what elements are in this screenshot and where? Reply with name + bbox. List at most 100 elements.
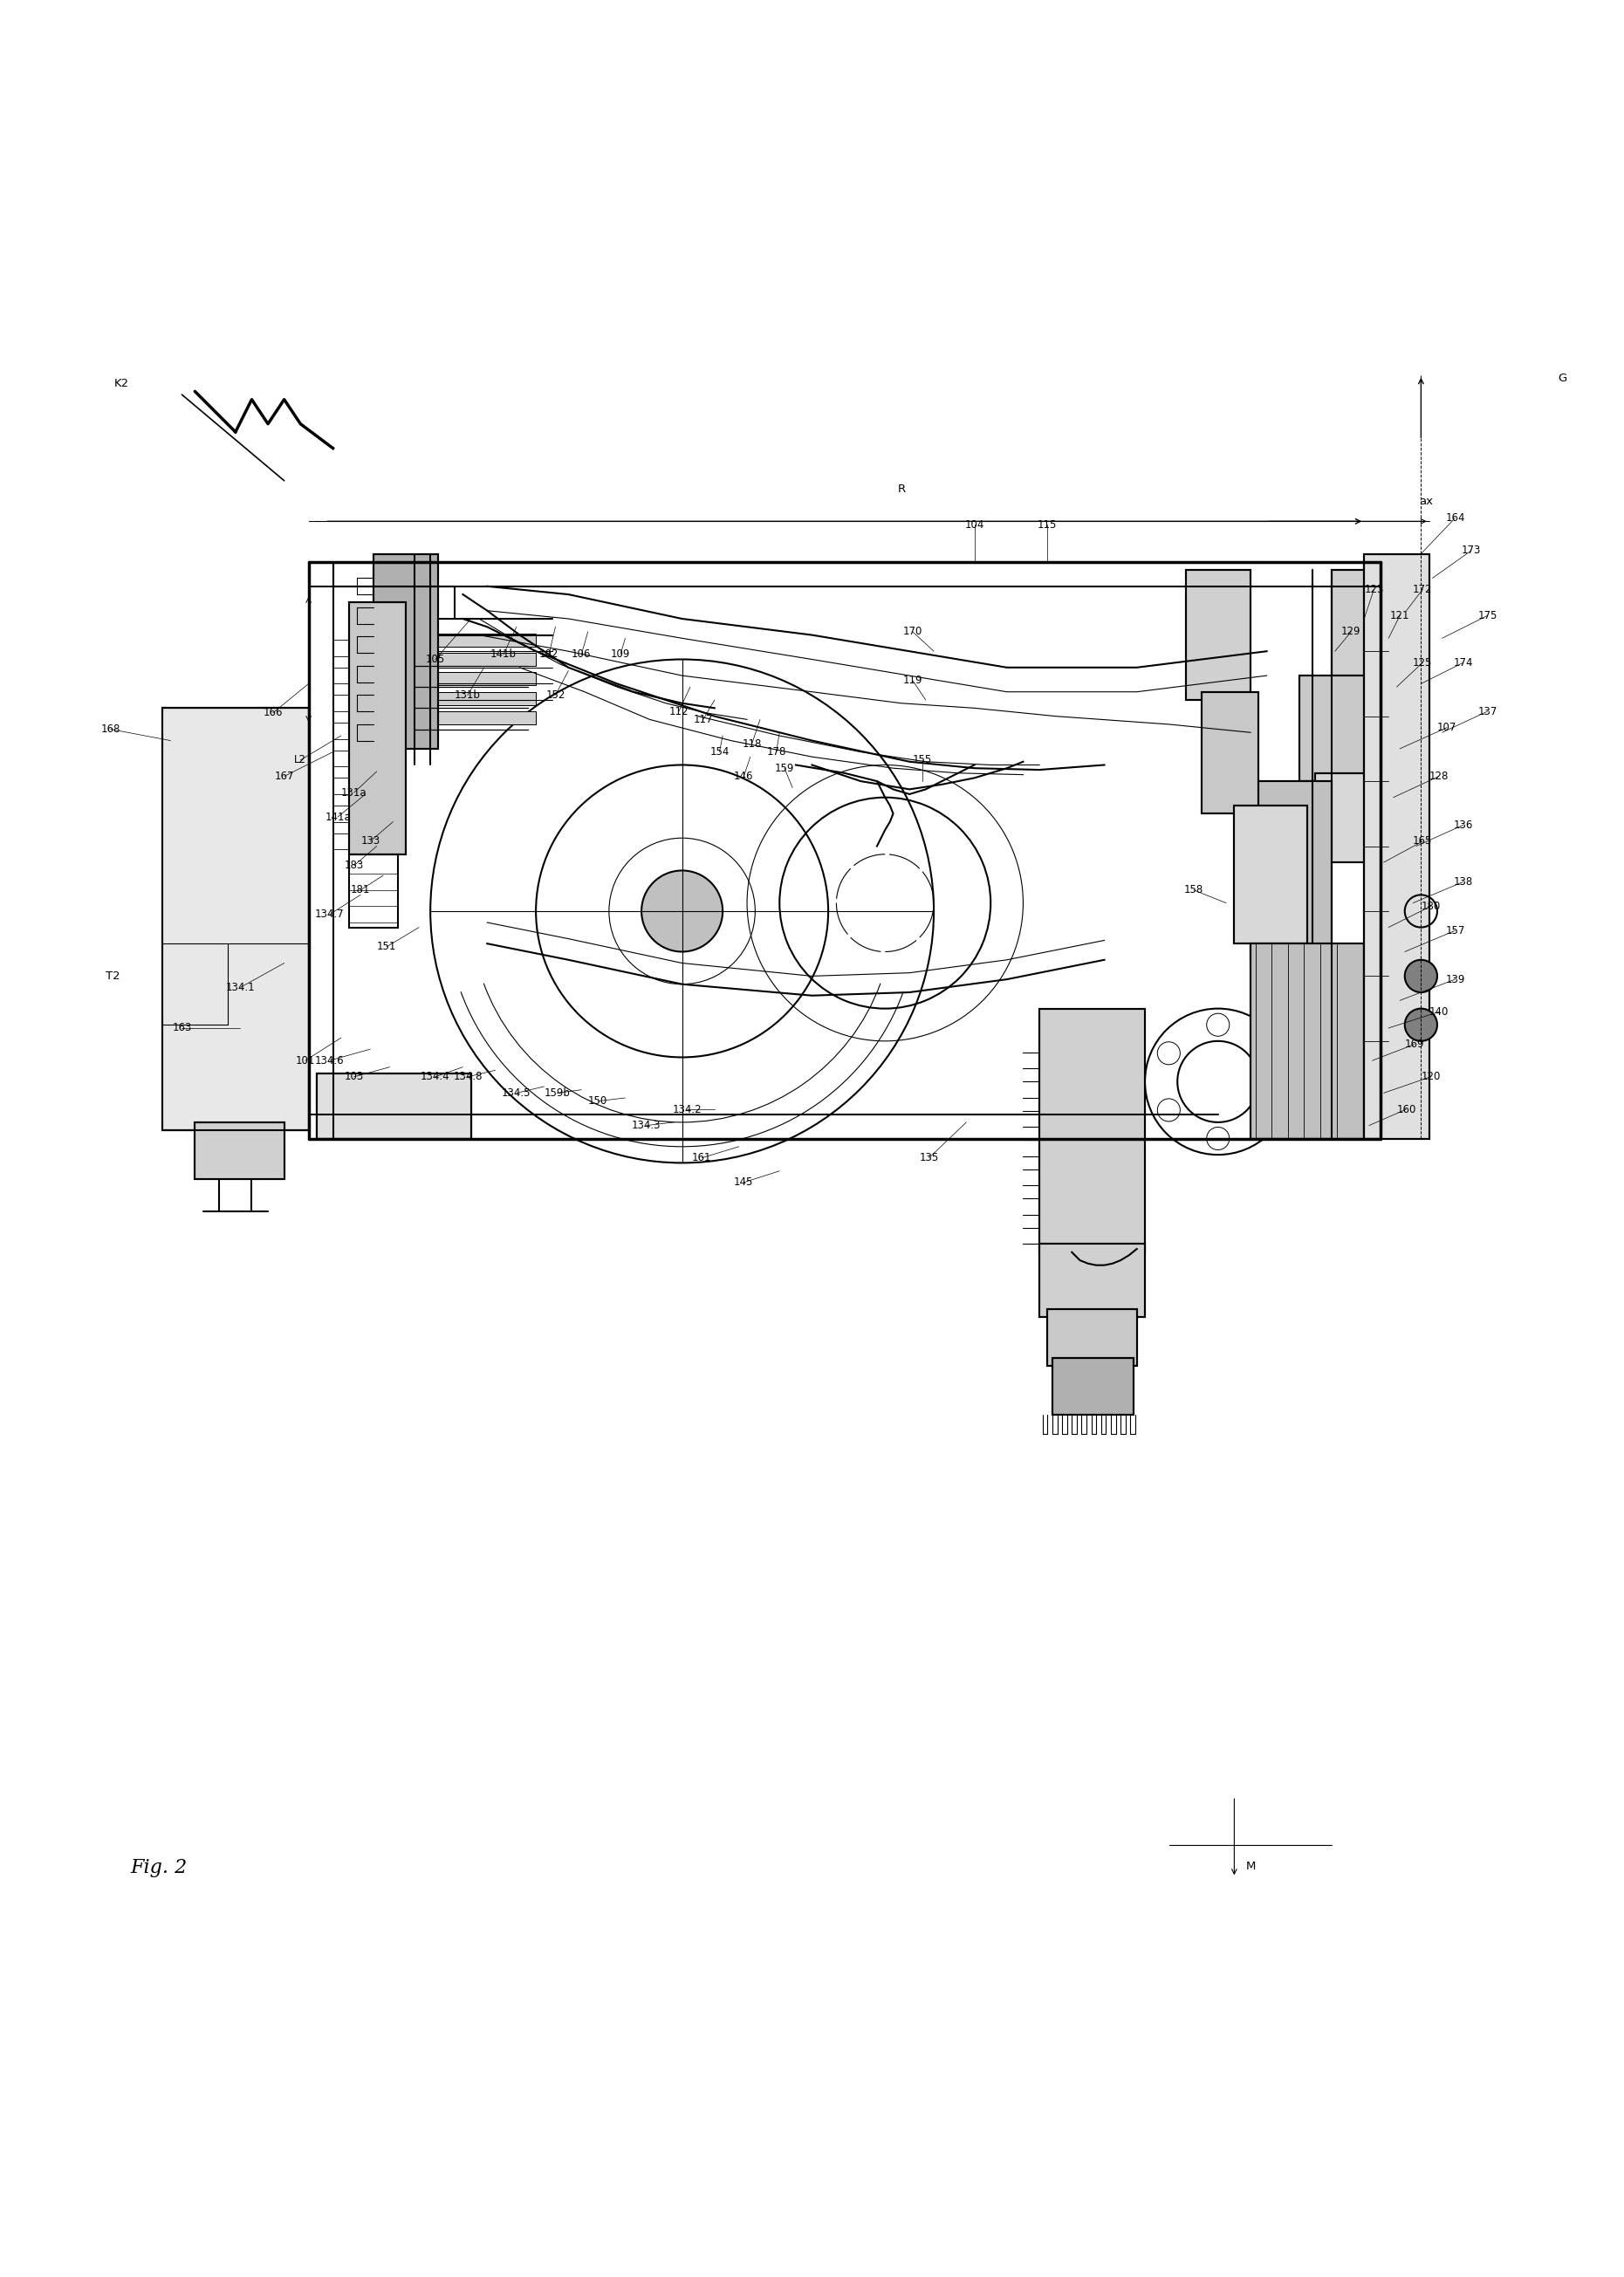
Text: 118: 118 <box>742 738 762 749</box>
Text: 134.7: 134.7 <box>315 909 344 920</box>
Text: 158: 158 <box>1184 883 1203 895</box>
Text: 146: 146 <box>734 770 754 781</box>
Text: L2: L2 <box>294 754 307 765</box>
Text: T2: T2 <box>106 970 120 981</box>
Text: 155: 155 <box>913 754 932 765</box>
Bar <box>398 633 536 647</box>
Bar <box>398 710 536 724</box>
Text: 141a: 141a <box>325 811 351 822</box>
Bar <box>1364 553 1429 1138</box>
Text: 166: 166 <box>263 708 283 720</box>
Circle shape <box>1405 961 1437 993</box>
Text: 181: 181 <box>351 883 370 895</box>
Text: M: M <box>1246 1860 1255 1872</box>
Circle shape <box>641 870 723 952</box>
Text: 159b: 159b <box>544 1088 570 1100</box>
Bar <box>195 1123 284 1179</box>
Text: 169: 169 <box>1405 1038 1424 1050</box>
Text: 134.3: 134.3 <box>632 1120 661 1132</box>
Text: 173: 173 <box>1462 544 1481 556</box>
Bar <box>398 633 536 647</box>
Text: 170: 170 <box>903 626 922 638</box>
Text: 174: 174 <box>1453 658 1473 667</box>
Bar <box>398 653 536 665</box>
Text: 168: 168 <box>101 724 120 735</box>
Text: 150: 150 <box>588 1095 607 1107</box>
Bar <box>398 692 536 706</box>
Bar <box>1250 781 1332 961</box>
Bar <box>1052 1357 1134 1414</box>
Text: 159: 159 <box>775 763 794 774</box>
Text: 125: 125 <box>1413 658 1432 667</box>
Text: ax: ax <box>1419 496 1432 508</box>
Bar <box>398 692 536 706</box>
Bar <box>1250 943 1364 1138</box>
Text: 151: 151 <box>377 940 396 952</box>
Text: 106: 106 <box>572 649 591 660</box>
Text: 161: 161 <box>692 1152 711 1164</box>
Text: 134.5: 134.5 <box>502 1088 531 1100</box>
Bar <box>1234 806 1307 943</box>
Text: 178: 178 <box>767 747 786 758</box>
Bar <box>1039 1243 1145 1316</box>
Text: 134.6: 134.6 <box>315 1054 344 1066</box>
Bar <box>374 553 438 749</box>
Bar <box>1047 1309 1137 1366</box>
Bar <box>398 653 536 665</box>
Bar <box>317 1072 471 1138</box>
Text: 137: 137 <box>1478 706 1497 717</box>
Bar <box>1250 781 1332 961</box>
Bar <box>162 708 309 1129</box>
Text: 140: 140 <box>1429 1006 1449 1018</box>
Text: 134.2: 134.2 <box>672 1104 702 1116</box>
Text: 123: 123 <box>1364 583 1384 594</box>
Text: 165: 165 <box>1413 836 1432 847</box>
Text: 154: 154 <box>710 747 729 758</box>
Bar <box>349 603 406 854</box>
Bar <box>1299 676 1380 781</box>
Bar <box>349 854 398 927</box>
Text: 104: 104 <box>965 519 984 531</box>
Text: Fig. 2: Fig. 2 <box>130 1858 187 1879</box>
Bar <box>1250 943 1364 1138</box>
Bar <box>317 1072 471 1138</box>
Bar <box>1332 569 1380 683</box>
Bar <box>1364 553 1429 1138</box>
Bar <box>1202 692 1259 813</box>
Text: 152: 152 <box>546 690 565 701</box>
Bar <box>195 1123 284 1179</box>
Bar <box>162 708 309 1129</box>
Bar <box>1039 1009 1145 1252</box>
Text: 131b: 131b <box>455 690 481 701</box>
Text: 172: 172 <box>1413 583 1432 594</box>
Text: 121: 121 <box>1390 610 1410 622</box>
Text: 120: 120 <box>1421 1070 1440 1082</box>
Bar <box>349 603 406 854</box>
Text: 103: 103 <box>344 1070 364 1082</box>
Bar <box>1234 806 1307 943</box>
Bar <box>1299 676 1380 781</box>
Bar <box>1332 569 1380 683</box>
Text: 180: 180 <box>1421 902 1440 911</box>
Bar <box>1202 692 1259 813</box>
Bar <box>398 710 536 724</box>
Text: 136: 136 <box>1453 820 1473 831</box>
Text: 115: 115 <box>1038 519 1057 531</box>
Text: 102: 102 <box>539 649 559 660</box>
Text: 109: 109 <box>611 649 630 660</box>
Text: R: R <box>898 483 905 494</box>
Text: 107: 107 <box>1437 722 1457 733</box>
Text: 112: 112 <box>669 706 689 717</box>
Circle shape <box>1405 1009 1437 1041</box>
Text: 135: 135 <box>919 1152 939 1164</box>
Bar <box>1186 569 1250 699</box>
Text: G: G <box>1557 373 1567 385</box>
Bar <box>1186 569 1250 699</box>
Text: 101: 101 <box>296 1054 315 1066</box>
Text: 183: 183 <box>344 861 364 872</box>
Bar <box>1052 1357 1134 1414</box>
Bar <box>317 1072 471 1138</box>
Text: 134.4: 134.4 <box>421 1070 450 1082</box>
Bar <box>1315 774 1380 863</box>
Bar <box>1039 1009 1145 1252</box>
